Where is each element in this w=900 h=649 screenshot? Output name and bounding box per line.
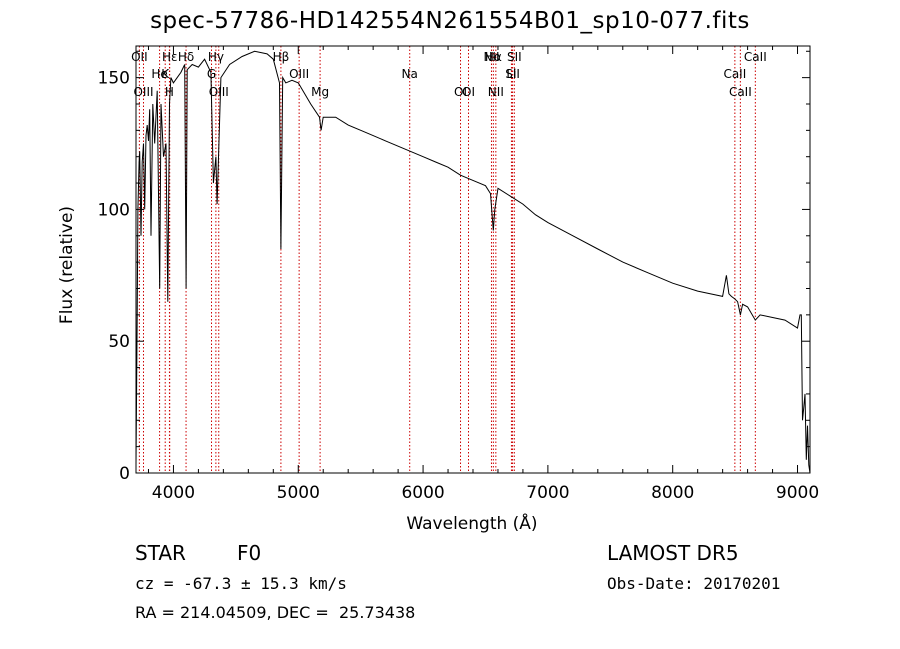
plot-frame	[135, 45, 811, 474]
spectral-line-label: OIII	[133, 85, 153, 99]
x-tick-label: 4000	[152, 483, 195, 503]
spectral-line-label: OIII	[289, 67, 309, 81]
redshift-velocity: cz = -67.3 ± 15.3 km/s	[135, 574, 347, 593]
spectral-line-label: OI	[462, 85, 475, 99]
spectral-line-label: SII	[505, 67, 520, 81]
axis-ticks: 4000 5000 6000 7000 8000 9000 0 50 100 150	[98, 46, 819, 503]
spectrum-chart: 4000 5000 6000 7000 8000 9000 0 50 100 150 Hδ KH OI…	[57, 45, 819, 534]
y-tick-label: 150	[98, 69, 130, 89]
spectral-line-label: Hβ	[273, 50, 290, 64]
spectral-line-label: Hγ	[208, 50, 224, 64]
observation-date: Obs-Date: 20170201	[607, 574, 781, 593]
line-labels: HδKHOIIHeOIIIHεGOIIIHγOIIIMgHβNaOIHαSIIO…	[131, 50, 767, 99]
spectral-line-label: Na	[402, 67, 418, 81]
spectral-line-label: OI	[454, 85, 467, 99]
spectral-line-label: Hε	[162, 50, 178, 64]
object-class: STAR	[135, 541, 186, 565]
spectral-line-label: NII	[483, 50, 499, 64]
spectral-line-label: Hδ	[178, 50, 194, 64]
chart-title: spec-57786-HD142554N261554B01_sp10-077.f…	[150, 8, 750, 34]
x-tick-label: 5000	[277, 483, 320, 503]
ra-dec-coordinates: RA = 214.04509, DEC = 25.73438	[135, 603, 416, 622]
x-tick-label: 7000	[526, 483, 569, 503]
flux-series-line	[135, 50, 811, 474]
spectral-line-label: NII	[488, 85, 504, 99]
object-subclass: F0	[237, 541, 262, 565]
spectral-line-label: Li	[506, 67, 516, 81]
spectral-line-label: G	[207, 67, 216, 81]
spectral-line-label: H	[165, 85, 174, 99]
x-axis-label: Wavelength (Å)	[406, 512, 537, 534]
spectral-line-markers	[138, 46, 756, 473]
y-tick-label: 100	[98, 200, 130, 220]
spectral-line-label: He	[151, 67, 167, 81]
y-axis-label: Flux (relative)	[57, 206, 77, 324]
spectral-line-label: OIII	[209, 85, 229, 99]
spectral-line-label: SII	[507, 50, 522, 64]
spectral-line-label: Mg	[311, 85, 329, 99]
spectral-line-label: K	[161, 67, 170, 81]
spectral-line-label: CaII	[729, 85, 752, 99]
x-tick-label: 6000	[401, 483, 444, 503]
survey-name: LAMOST DR5	[607, 541, 739, 565]
spectral-line-label: Hα	[485, 50, 502, 64]
spectral-line-label: OII	[131, 50, 148, 64]
spectral-line-label: CaII	[723, 67, 746, 81]
spectral-line-label: CaII	[744, 50, 767, 64]
y-tick-label: 50	[108, 332, 130, 352]
x-tick-label: 9000	[776, 483, 819, 503]
y-tick-label: 0	[119, 464, 130, 484]
x-tick-label: 8000	[651, 483, 694, 503]
